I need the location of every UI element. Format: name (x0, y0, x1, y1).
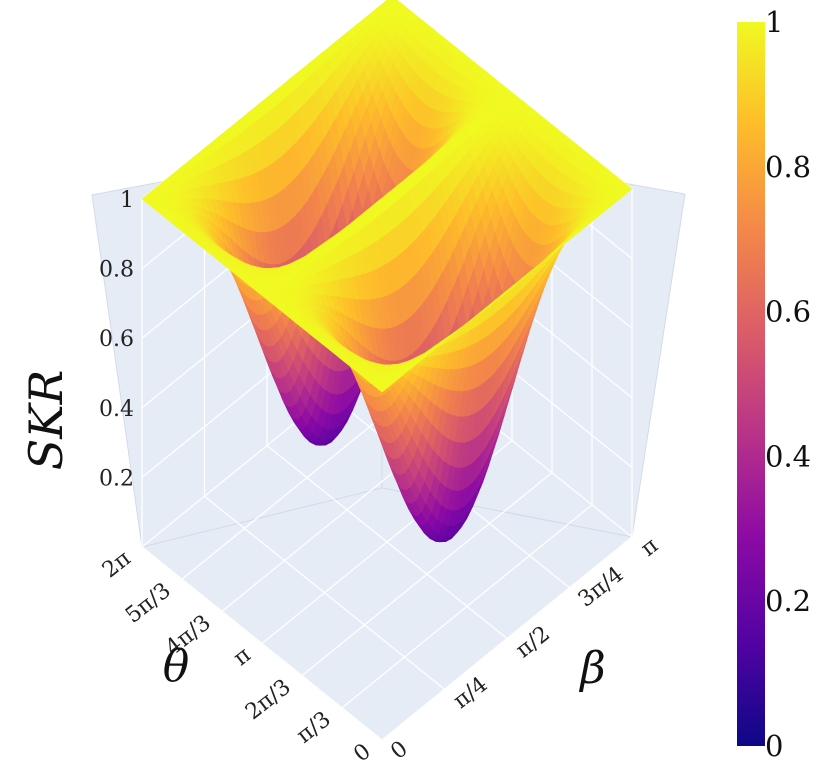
z-tick-label: 0.8 (99, 258, 134, 283)
colorbar-ticks: 0 0.2 0.4 0.6 0.8 1 (765, 5, 811, 763)
z-tick-label: 1 (120, 188, 134, 213)
colorbar (737, 22, 765, 746)
colorbar-tick-label: 0.4 (765, 439, 811, 473)
gridline (266, 444, 508, 640)
surface-plot (141, 0, 633, 543)
colorbar-tick-label: 0 (765, 729, 783, 763)
theta-tick-label: 2π/3 (241, 675, 296, 725)
gridline (204, 495, 445, 690)
beta-tick-label: 0 (386, 736, 412, 764)
theta-tick-label: 2π (98, 546, 136, 583)
beta-axis-title: β (578, 643, 605, 694)
beta-tick-label: π (636, 533, 663, 562)
theta-tick-label: π/3 (292, 707, 336, 749)
theta-tick-label: π (229, 643, 256, 672)
z-tick-label: 0.6 (99, 327, 134, 352)
surface-patch (377, 383, 389, 393)
z-tick-label: 0.2 (99, 466, 134, 491)
theta-axis-title: θ (163, 641, 190, 692)
colorbar-tick-label: 0.8 (765, 150, 811, 184)
z-axis-title: SKR (19, 370, 73, 471)
colorbar-tick-label: 1 (765, 5, 783, 39)
z-tick-label: 0.4 (99, 397, 134, 422)
theta-tick-label: 5π/3 (121, 578, 176, 628)
gridline (141, 546, 383, 741)
colorbar-tick-label: 0.2 (765, 584, 811, 618)
colorbar-tick-label: 0.6 (765, 295, 811, 329)
theta-tick-label: 0 (349, 739, 375, 767)
